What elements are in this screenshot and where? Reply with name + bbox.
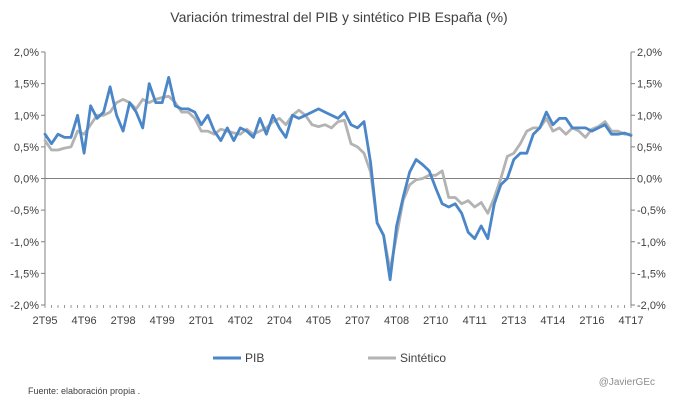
y-tick-label-left: 2,0% <box>14 47 39 59</box>
y-tick-label-left: -1,0% <box>10 237 39 249</box>
y-tick-label-left: 0,5% <box>14 142 39 154</box>
x-tick-label: 2T98 <box>111 315 136 327</box>
y-tick-label-left: 1,0% <box>14 110 39 122</box>
series-line-sintetico <box>43 94 633 272</box>
y-tick-label-right: -1,0% <box>637 237 666 249</box>
legend-label: PIB <box>245 351 264 365</box>
legend-label: Sintético <box>400 351 446 365</box>
x-tick-label: 2T95 <box>32 315 57 327</box>
x-tick-label: 2T01 <box>189 315 214 327</box>
y-tick-label-right: -1,5% <box>637 268 666 280</box>
x-tick-label: 4T99 <box>150 315 175 327</box>
y-axis-right: 2,0% 1,5% 1,0% 0,5% 0,0% -0,5% -1,0% -1,5% -2,0% <box>631 47 666 312</box>
x-axis: 2T95 4T96 2T98 4T99 2T01 4T02 2T04 4T05 2T07 4T08… <box>32 305 644 327</box>
y-tick-label-right: -0,5% <box>637 205 666 217</box>
x-tick-label: 2T10 <box>423 315 448 327</box>
x-tick-label: 2T04 <box>267 315 292 327</box>
chart-title: Variación trimestral del PIB y sintético… <box>170 9 507 25</box>
y-tick-label-right: 1,5% <box>637 79 662 91</box>
y-tick-label-right: -2,0% <box>637 300 666 312</box>
y-tick-label-right: 2,0% <box>637 47 662 59</box>
y-tick-label-left: -0,5% <box>10 205 39 217</box>
watermark: @JavierGEc <box>599 377 655 388</box>
x-tick-label: 4T11 <box>463 315 487 327</box>
y-tick-label-left: -1,5% <box>10 268 39 280</box>
axes <box>44 52 632 305</box>
y-axis-left: 2,0% 1,5% 1,0% 0,5% 0,0% -0,5% -1,0% -1,5% -2,0% <box>10 47 45 312</box>
x-tick-label: 4T08 <box>384 315 409 327</box>
x-tick-label: 2T16 <box>579 315 604 327</box>
series-lines <box>43 75 633 282</box>
series-line-pib <box>43 75 633 282</box>
y-tick-label-right: 1,0% <box>637 110 662 122</box>
x-tick-label: 4T17 <box>618 315 643 327</box>
y-tick-label-right: 0,0% <box>637 174 662 186</box>
x-tick-label: 4T14 <box>540 315 565 327</box>
x-tick-label: 2T13 <box>501 315 526 327</box>
x-tick-label: 4T02 <box>228 315 253 327</box>
x-tick-label: 4T05 <box>306 315 331 327</box>
source-note: Fuente: elaboración propia . <box>28 386 140 396</box>
y-tick-label-left: 1,5% <box>14 79 39 91</box>
x-tick-label: 4T96 <box>72 315 97 327</box>
y-tick-label-left: -2,0% <box>10 300 39 312</box>
x-tick-label: 2T07 <box>345 315 370 327</box>
y-tick-label-left: 0,0% <box>14 174 39 186</box>
y-tick-label-right: 0,5% <box>637 142 662 154</box>
legend: PIB Sintético <box>213 351 446 365</box>
